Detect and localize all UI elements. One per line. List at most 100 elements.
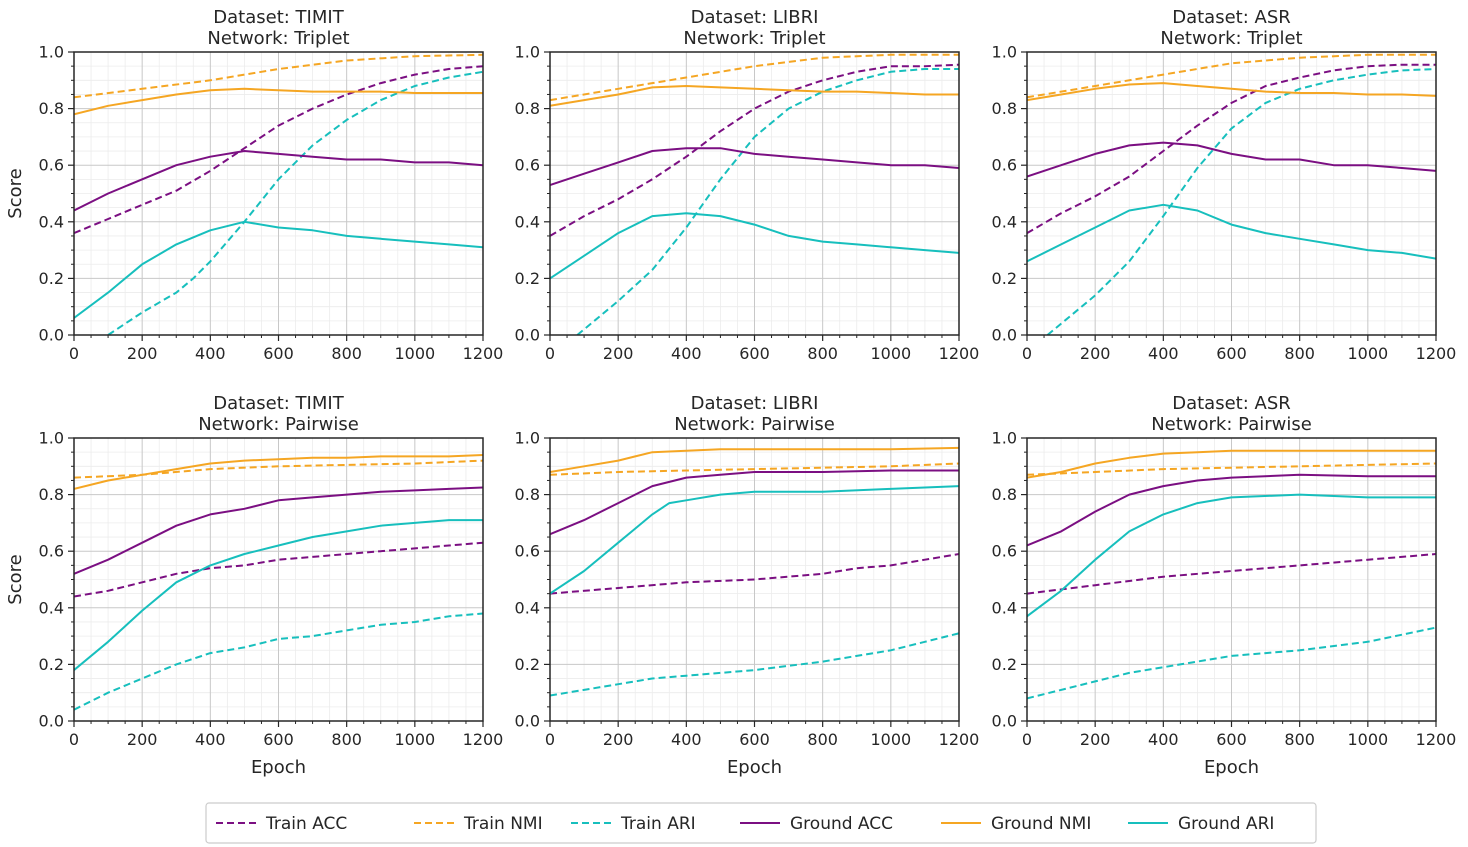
panel-title-network: Network: Pairwise	[198, 414, 359, 435]
x-tick-label: 1000	[394, 730, 435, 749]
x-tick-label: 600	[1216, 730, 1247, 749]
y-tick-label: 1.0	[515, 429, 540, 448]
x-tick-label: 600	[739, 730, 770, 749]
panel-title-dataset: Dataset: TIMIT	[213, 7, 344, 28]
y-axis-label: Score	[5, 554, 26, 604]
x-tick-label: 0	[69, 730, 79, 749]
series-line-ground-ari	[74, 220, 483, 319]
x-tick-label: 800	[331, 730, 362, 749]
legend-label-ground-acc: Ground ACC	[790, 814, 893, 834]
x-tick-label: 200	[1080, 344, 1111, 363]
series-line-train-acc	[1027, 63, 1436, 234]
y-tick-label: 0.0	[39, 712, 64, 731]
x-tick-label: 1200	[939, 730, 980, 749]
x-tick-label: 1000	[870, 730, 911, 749]
x-tick-label: 1200	[1416, 344, 1457, 363]
y-tick-label: 0.0	[992, 326, 1017, 345]
y-tick-label: 1.0	[992, 429, 1017, 448]
series-line-ground-acc	[1027, 473, 1436, 547]
y-tick-label: 0.0	[992, 712, 1017, 731]
x-tick-label: 1000	[1347, 344, 1388, 363]
legend-label-train-acc: Train ACC	[265, 814, 347, 834]
y-tick-label: 0.0	[39, 326, 64, 345]
panel-2: 0 200 400 600 800 1000 1200 0.0 0.2 0.4 0.6 0.8 1.0 D…	[515, 7, 980, 363]
series-line-train-acc	[74, 65, 483, 235]
series-line-train-nmi	[1027, 53, 1436, 99]
x-tick-label: 0	[69, 344, 79, 363]
x-tick-label: 600	[263, 730, 294, 749]
x-tick-label: 200	[127, 730, 158, 749]
y-tick-label: 0.4	[39, 212, 64, 231]
series-line-ground-ari	[1027, 493, 1436, 618]
y-tick-label: 0.0	[515, 712, 540, 731]
series-line-ground-acc	[74, 486, 483, 575]
y-tick-label: 0.8	[39, 99, 64, 118]
panel-title-dataset: Dataset: TIMIT	[213, 393, 344, 414]
y-tick-label: 0.2	[992, 655, 1017, 674]
x-tick-label: 1200	[939, 344, 980, 363]
x-tick-label: 400	[671, 730, 702, 749]
x-tick-label: 0	[1022, 344, 1032, 363]
x-tick-label: 400	[195, 730, 226, 749]
panel-1: 0 200 400 600 800 1000 1200 0.0 0.2 0.4 0.6 0.8 1.0 D…	[5, 7, 503, 363]
x-tick-label: 0	[1022, 730, 1032, 749]
panel-6: 0 200 400 600 800 1000 1200 0.0 0.2 0.4 0.6 0.8 1.0 D…	[992, 393, 1457, 778]
y-tick-label: 0.6	[39, 542, 64, 561]
legend-label-ground-ari: Ground ARI	[1178, 814, 1274, 834]
series-line-train-acc	[550, 63, 959, 237]
x-axis-label: Epoch	[727, 757, 782, 778]
x-axis-label: Epoch	[251, 757, 306, 778]
y-axis-label: Score	[5, 168, 26, 218]
legend-label-train-ari: Train ARI	[620, 814, 696, 834]
legend-label-ground-nmi: Ground NMI	[991, 814, 1091, 834]
x-tick-label: 400	[1148, 730, 1179, 749]
y-tick-label: 0.2	[39, 655, 64, 674]
series-line-train-acc	[1027, 553, 1436, 595]
x-tick-label: 200	[603, 344, 634, 363]
y-tick-label: 0.4	[992, 598, 1017, 617]
y-tick-label: 1.0	[992, 43, 1017, 62]
series-line-ground-nmi	[550, 446, 959, 473]
series-line-train-acc	[550, 553, 959, 595]
series-line-ground-ari	[550, 212, 959, 280]
legend-label-train-nmi: Train NMI	[463, 814, 543, 834]
x-tick-label: 0	[545, 344, 555, 363]
y-tick-label: 0.4	[992, 212, 1017, 231]
panel-title-dataset: Dataset: LIBRI	[691, 7, 819, 28]
series-line-train-ari	[107, 70, 483, 335]
panel-title-network: Network: Triplet	[1160, 28, 1302, 49]
panel-title-network: Network: Pairwise	[674, 414, 835, 435]
y-tick-label: 0.4	[515, 212, 540, 231]
x-tick-label: 400	[671, 344, 702, 363]
y-tick-label: 1.0	[515, 43, 540, 62]
series-line-ground-acc	[550, 147, 959, 186]
series-line-ground-acc	[1027, 141, 1436, 178]
series-line-ground-nmi	[1027, 449, 1436, 479]
y-tick-label: 0.8	[515, 485, 540, 504]
y-tick-label: 0.2	[515, 269, 540, 288]
x-tick-label: 800	[1284, 344, 1315, 363]
x-tick-label: 1200	[463, 730, 504, 749]
series-line-ground-ari	[74, 519, 483, 671]
x-tick-label: 200	[127, 344, 158, 363]
legend: Train ACC Train NMI Train ARI Ground ACC Gro…	[205, 802, 1317, 844]
panel-title-dataset: Dataset: ASR	[1172, 7, 1291, 28]
y-tick-label: 0.6	[992, 156, 1017, 175]
x-tick-label: 800	[331, 344, 362, 363]
y-tick-label: 1.0	[39, 43, 64, 62]
x-tick-label: 400	[195, 344, 226, 363]
y-tick-label: 0.6	[39, 156, 64, 175]
panel-title-dataset: Dataset: LIBRI	[691, 393, 819, 414]
y-tick-label: 0.2	[992, 269, 1017, 288]
panel-3: 0 200 400 600 800 1000 1200 0.0 0.2 0.4 0.6 0.8 1.0 D…	[992, 7, 1457, 363]
x-tick-label: 800	[807, 344, 838, 363]
series-line-train-acc	[74, 541, 483, 598]
series-line-ground-ari	[550, 485, 959, 595]
x-tick-label: 400	[1148, 344, 1179, 363]
series-line-ground-nmi	[74, 454, 483, 490]
x-tick-label: 600	[263, 344, 294, 363]
y-tick-label: 0.8	[39, 485, 64, 504]
series-line-train-ari	[1027, 626, 1436, 700]
y-tick-label: 0.2	[515, 655, 540, 674]
